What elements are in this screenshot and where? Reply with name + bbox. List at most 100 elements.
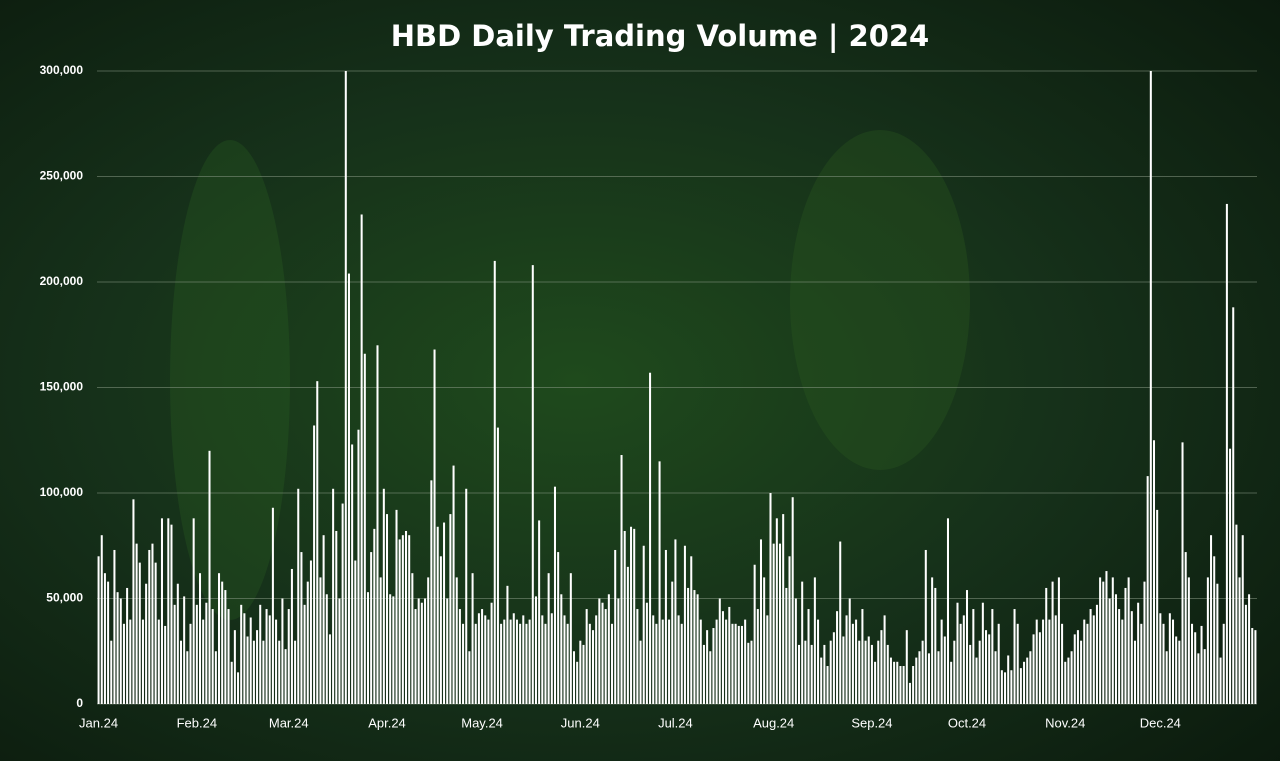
bar <box>284 649 287 704</box>
bar <box>493 260 496 704</box>
bar <box>338 598 341 704</box>
bar <box>924 549 927 704</box>
bar <box>237 672 240 704</box>
bar <box>595 615 598 704</box>
x-tick-label: Mar.24 <box>269 715 309 730</box>
bar <box>214 651 217 704</box>
bar <box>702 644 705 704</box>
bar <box>262 640 265 704</box>
bar <box>1092 615 1095 704</box>
y-tick-label: 150,000 <box>40 380 84 394</box>
y-tick-label: 300,000 <box>40 63 84 77</box>
bar <box>674 539 677 704</box>
bar <box>389 594 392 704</box>
x-tick-label: Apr.24 <box>368 715 406 730</box>
bar <box>1019 668 1022 704</box>
bar <box>839 541 842 704</box>
bar <box>1178 640 1181 704</box>
bar <box>496 427 499 704</box>
bar <box>1184 552 1187 704</box>
bar <box>1222 623 1225 704</box>
bar <box>1083 619 1086 704</box>
bar <box>1194 632 1197 704</box>
bar <box>1168 613 1171 704</box>
bar <box>408 535 411 704</box>
bar <box>363 353 366 704</box>
bar <box>382 488 385 704</box>
bar <box>709 651 712 704</box>
bar <box>1165 651 1168 704</box>
bar <box>956 602 959 704</box>
bar <box>899 666 902 704</box>
bar <box>122 623 125 704</box>
bar <box>522 615 525 704</box>
bar <box>1105 571 1108 704</box>
bar <box>715 619 718 704</box>
bar <box>366 592 369 704</box>
bar <box>1206 577 1209 704</box>
bar <box>598 598 601 704</box>
bar <box>883 615 886 704</box>
bar <box>985 630 988 704</box>
bar <box>417 598 420 704</box>
bar <box>940 619 943 704</box>
bar <box>515 619 518 704</box>
bar <box>1137 602 1140 704</box>
bar <box>867 636 870 704</box>
bar <box>1213 556 1216 704</box>
bar <box>959 623 962 704</box>
bar <box>652 615 655 704</box>
bar <box>512 613 515 704</box>
bar <box>278 640 281 704</box>
bar <box>113 549 116 704</box>
bar <box>477 613 480 704</box>
bar <box>1070 651 1073 704</box>
bar <box>785 587 788 704</box>
bar <box>557 552 560 704</box>
bar <box>588 623 591 704</box>
bar <box>633 528 636 704</box>
bar <box>414 609 417 704</box>
bar <box>1152 440 1156 704</box>
bar <box>246 636 249 704</box>
bar <box>671 581 674 704</box>
bar <box>252 640 255 704</box>
bar <box>712 628 715 704</box>
bar <box>309 560 312 704</box>
bar <box>528 619 531 704</box>
bar <box>256 630 259 704</box>
bar <box>433 349 436 704</box>
bar <box>664 549 667 704</box>
bar <box>576 661 579 704</box>
bar <box>851 623 854 704</box>
bar <box>1016 623 1019 704</box>
bar <box>988 634 991 704</box>
bar <box>319 577 322 704</box>
bar <box>706 630 709 704</box>
bar <box>538 520 541 704</box>
bar <box>192 518 195 704</box>
bar <box>452 465 455 704</box>
bar <box>341 503 344 704</box>
bar <box>240 604 243 704</box>
bar <box>1200 625 1203 704</box>
bar <box>937 651 940 704</box>
bar <box>1026 657 1029 704</box>
bar <box>604 609 607 704</box>
bar <box>1130 611 1133 704</box>
bar <box>176 583 179 704</box>
bar <box>1156 509 1159 704</box>
bar <box>208 450 211 704</box>
x-tick-label: Feb.24 <box>177 715 217 730</box>
bar <box>1076 630 1079 704</box>
bar <box>446 598 449 704</box>
bar <box>405 530 408 704</box>
bar <box>420 602 423 704</box>
bar <box>170 524 173 704</box>
bar <box>893 661 896 704</box>
bar <box>696 594 699 704</box>
bar <box>1229 448 1232 704</box>
bar <box>189 623 192 704</box>
bar <box>110 640 113 704</box>
